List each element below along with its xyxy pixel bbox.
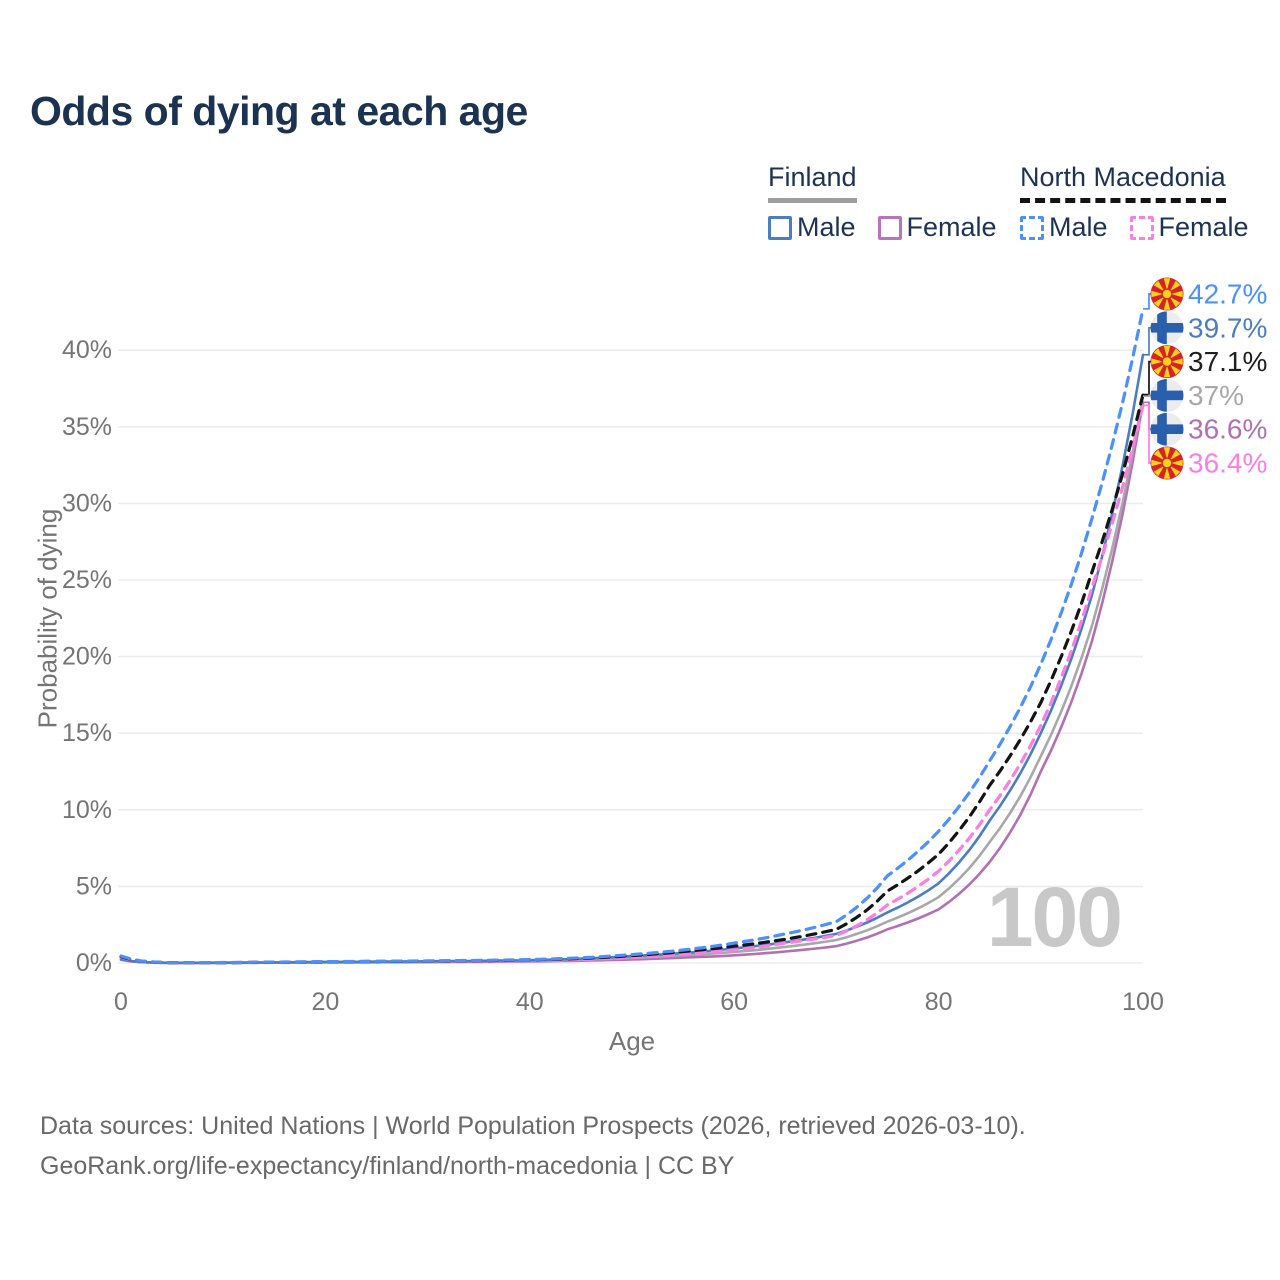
chart-line-north-macedonia-female [119, 403, 1145, 965]
x-tick-40: 40 [516, 988, 544, 1016]
end-connector-north-macedonia-total [1143, 360, 1151, 396]
x-axis-title: Age [608, 1026, 656, 1056]
y-tick-25%: 25% [62, 566, 112, 594]
north-macedonia-flag-ray [1153, 297, 1164, 308]
x-tick-100: 100 [1122, 988, 1164, 1016]
legend-group-finland: Finland Male Female [768, 162, 1013, 243]
north-macedonia-flag-ray [1163, 299, 1171, 310]
y-tick-40%: 40% [62, 336, 112, 364]
north-macedonia-flag-ray [1151, 358, 1162, 365]
north-macedonia-flag-sun [1161, 356, 1173, 368]
y-tick-35%: 35% [62, 413, 112, 441]
north-macedonia-flag-ray [1163, 447, 1171, 458]
finland-female-swatch-icon[interactable] [877, 215, 902, 240]
north-macedonia-flag-ray [1163, 278, 1171, 289]
x-tick-0: 0 [114, 988, 128, 1016]
north-macedonia-flag-ray [1172, 459, 1183, 467]
x-tick-60: 60 [720, 988, 748, 1016]
y-tick-5%: 5% [76, 872, 112, 900]
end-label-finland-total: 37% [1188, 380, 1244, 411]
north-macedonia-flag-ray [1163, 345, 1171, 357]
north-macedonia-flag-ray [1151, 290, 1162, 298]
north-macedonia-flag-ray [1153, 466, 1164, 477]
legend-label-north-macedonia-male: Male [1049, 212, 1108, 242]
north-macedonia-flag-ray [1172, 358, 1183, 365]
north-macedonia-flag-sun [1161, 457, 1173, 469]
north-macedonia-flag-sun [1161, 288, 1173, 300]
north-macedonia-flag-ray [1163, 468, 1171, 479]
north-macedonia-flag-ray [1170, 280, 1181, 291]
age-watermark: 100 [987, 870, 1121, 964]
legend-item-finland-male[interactable]: Male [768, 212, 856, 243]
north-macedonia-flag-ray [1153, 280, 1164, 291]
north-macedonia-flag-ray [1170, 297, 1181, 308]
north-macedonia-flag-ray [1170, 466, 1181, 477]
y-tick-0%: 0% [76, 949, 112, 977]
end-label-north-macedonia-male: 42.7% [1188, 279, 1267, 310]
north-macedonia-flag-ray [1170, 365, 1181, 375]
legend-label-finland-male: Male [797, 212, 856, 242]
legend-item-north-macedonia-female[interactable]: Female [1129, 212, 1249, 243]
north-macedonia-flag-ray [1172, 290, 1183, 298]
legend-item-north-macedonia-male[interactable]: Male [1020, 212, 1108, 243]
chart-line-north-macedonia-male [119, 307, 1145, 965]
legend-group-north-macedonia: North Macedonia Male Female [1020, 162, 1265, 243]
north-macedonia-flag-ray [1153, 449, 1164, 460]
legend-country-finland: Finland [768, 162, 857, 203]
north-macedonia-male-swatch-icon[interactable] [1020, 215, 1044, 240]
finland-male-swatch-icon[interactable] [768, 215, 792, 240]
footer-data-sources: Data sources: United Nations | World Pop… [40, 1112, 1026, 1140]
page-title: Odds of dying at each age [30, 88, 528, 134]
end-connector-finland-male [1143, 326, 1151, 356]
legend-label-finland-female: Female [906, 212, 997, 242]
north-macedonia-flag-ray [1163, 366, 1171, 378]
finland-flag-cross-v [1157, 378, 1167, 412]
y-tick-10%: 10% [62, 796, 112, 824]
finland-flag-cross-h [1150, 424, 1184, 434]
end-label-north-macedonia-total: 37.1% [1188, 346, 1267, 377]
finland-flag-cross-h [1150, 323, 1184, 333]
end-label-north-macedonia-female: 36.4% [1188, 448, 1267, 479]
end-connector-finland-total [1143, 394, 1151, 398]
north-macedonia-flag-ray [1151, 459, 1162, 467]
north-macedonia-flag-ray [1170, 348, 1181, 359]
y-tick-15%: 15% [62, 719, 112, 747]
north-macedonia-female-swatch-icon[interactable] [1129, 215, 1154, 240]
finland-flag-cross-h [1150, 390, 1184, 401]
y-tick-30%: 30% [62, 489, 112, 517]
legend-label-north-macedonia-female: Female [1158, 212, 1249, 242]
y-tick-20%: 20% [62, 643, 112, 671]
footer: Data sources: United Nations | World Pop… [40, 1106, 1026, 1186]
x-tick-80: 80 [925, 988, 953, 1016]
end-label-finland-female: 36.6% [1188, 414, 1267, 445]
finland-flag-cross-v [1157, 412, 1167, 446]
legend-item-finland-female[interactable]: Female [877, 212, 997, 243]
north-macedonia-flag-ray [1153, 365, 1164, 375]
north-macedonia-flag-ray [1170, 449, 1181, 460]
x-tick-20: 20 [311, 988, 339, 1016]
footer-attribution: GeoRank.org/life-expectancy/finland/nort… [40, 1152, 735, 1180]
end-connector-north-macedonia-male [1143, 293, 1151, 310]
north-macedonia-flag-ray [1153, 348, 1164, 359]
end-label-finland-male: 39.7% [1188, 312, 1267, 343]
finland-flag-cross-v [1157, 311, 1167, 345]
legend-country-north-macedonia: North Macedonia [1020, 162, 1226, 203]
end-connector-north-macedonia-female [1143, 404, 1151, 464]
